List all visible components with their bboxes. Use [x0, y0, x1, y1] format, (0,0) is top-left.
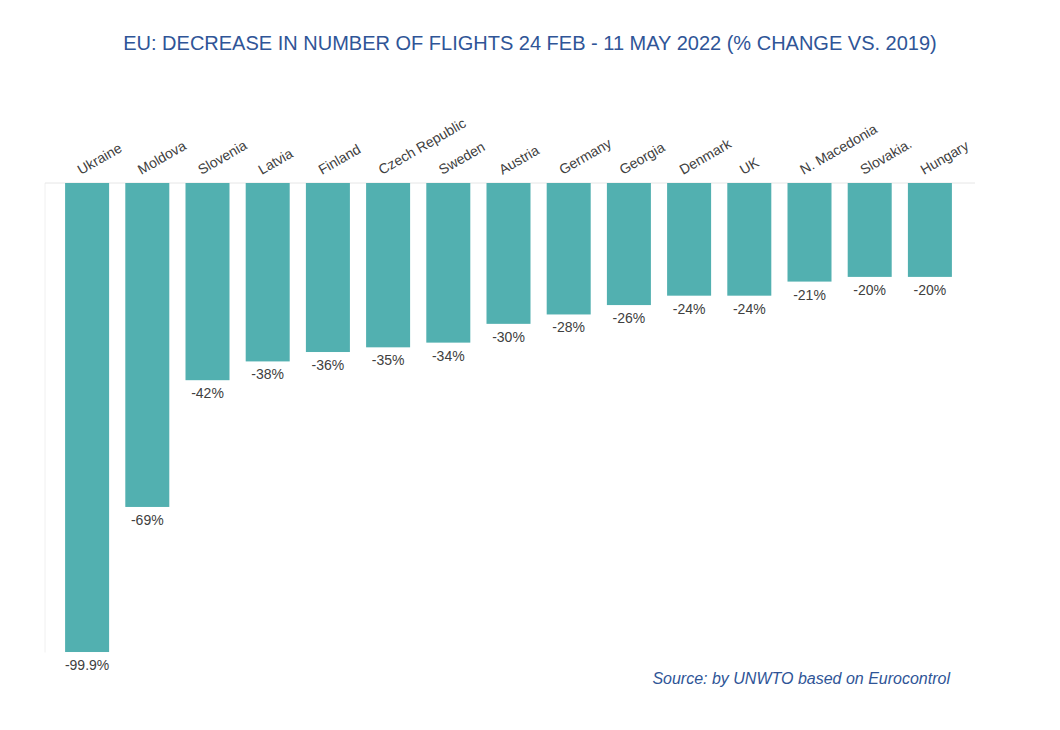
category-label: Georgia — [616, 139, 667, 178]
data-label: -30% — [492, 329, 525, 345]
category-label: Moldova — [135, 137, 189, 177]
category-label: Finland — [315, 141, 363, 178]
bar — [908, 183, 952, 277]
bar — [426, 183, 470, 343]
category-label: Latvia — [255, 145, 296, 178]
chart: EU: DECREASE IN NUMBER OF FLIGHTS 24 FEB… — [0, 0, 1060, 730]
data-label: -26% — [613, 310, 646, 326]
data-label: -28% — [552, 319, 585, 335]
bar — [667, 183, 711, 296]
data-label: -24% — [733, 301, 766, 317]
bar — [65, 183, 109, 652]
category-label: Germany — [556, 135, 614, 178]
category-label: Slovenia — [195, 137, 250, 178]
data-label: -20% — [914, 282, 947, 298]
data-label: -21% — [793, 287, 826, 303]
bar — [487, 183, 531, 324]
category-label: Sweden — [436, 138, 488, 177]
bar — [607, 183, 651, 305]
category-label: Denmark — [677, 135, 735, 178]
data-label: -36% — [312, 357, 345, 373]
category-label: Slovakia. — [857, 135, 914, 177]
data-label: -69% — [131, 512, 164, 528]
category-label: UK — [737, 154, 762, 178]
category-label: Hungary — [917, 137, 971, 177]
bar — [366, 183, 410, 347]
bar — [547, 183, 591, 314]
bar — [186, 183, 230, 380]
data-label: -34% — [432, 348, 465, 364]
bar — [125, 183, 169, 507]
data-label: -35% — [372, 352, 405, 368]
data-label: -24% — [673, 301, 706, 317]
data-label: -20% — [853, 282, 886, 298]
bar — [306, 183, 350, 352]
bars — [65, 183, 952, 652]
data-label: -99.9% — [65, 657, 109, 673]
bar — [727, 183, 771, 296]
source: Source: by UNWTO based on Eurocontrol — [652, 670, 950, 687]
data-label: -38% — [251, 366, 284, 382]
y-axis-line — [45, 183, 46, 653]
bar — [788, 183, 832, 282]
category-label: Ukraine — [75, 140, 125, 178]
category-label: Austria — [496, 142, 542, 178]
data-label: -42% — [191, 385, 224, 401]
bar — [848, 183, 892, 277]
title: EU: DECREASE IN NUMBER OF FLIGHTS 24 FEB… — [123, 32, 937, 54]
bar — [246, 183, 290, 361]
